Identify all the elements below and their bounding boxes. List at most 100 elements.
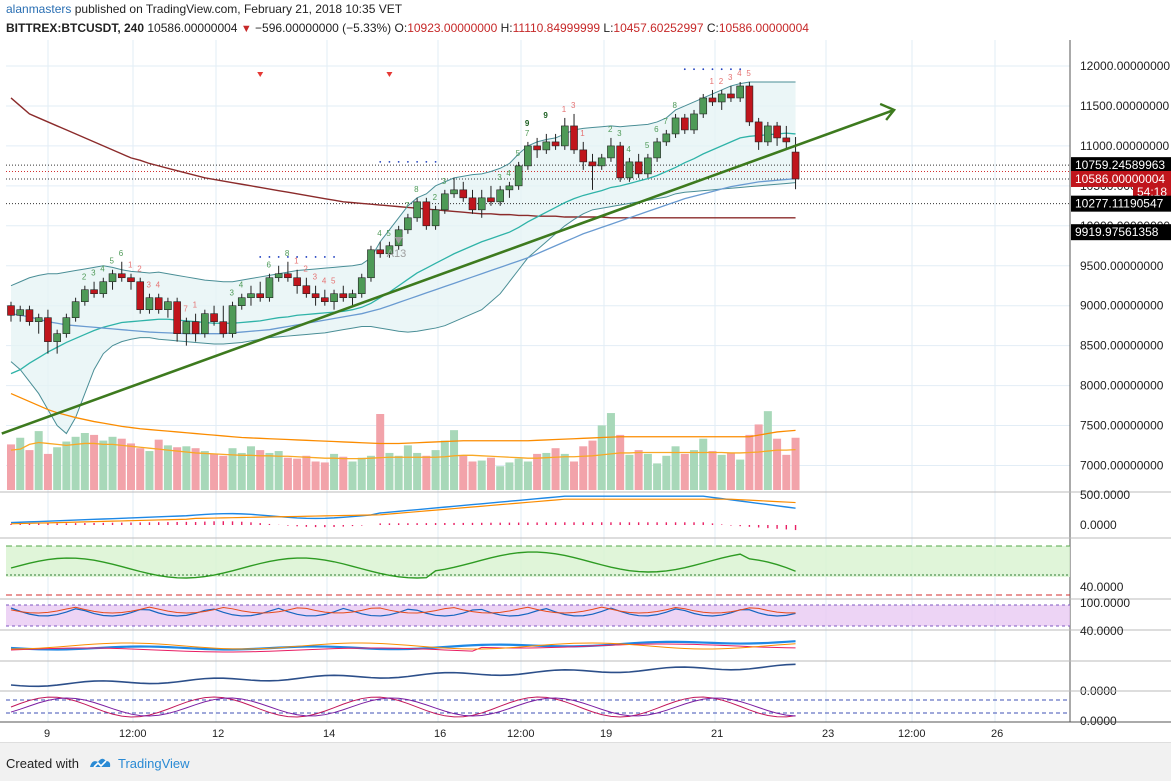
price-badge-label: 9919.97561358 — [1075, 225, 1159, 239]
candle-body — [524, 145, 532, 167]
td-count-down: 2 — [137, 265, 142, 274]
dmi-minus-line — [10, 643, 796, 653]
candle-body — [505, 185, 514, 191]
time-axis-tick: 19 — [600, 728, 612, 740]
price-axis-tick: 9000.00000000 — [1080, 299, 1164, 313]
candle-body — [754, 121, 763, 143]
volume-bar — [791, 437, 800, 490]
symbol-label: BITTREX:BTCUSDT, 240 — [6, 21, 145, 35]
candle-body — [791, 151, 800, 180]
candle-body — [634, 161, 643, 175]
author-link[interactable]: alanmasters — [6, 2, 72, 16]
volume-bar — [163, 445, 172, 490]
candle-body — [274, 273, 283, 279]
published-text: published on TradingView.com, February 2… — [74, 2, 403, 16]
change-value: −596.00000000 (−5.33%) — [255, 21, 392, 35]
td-count-up: 7 — [663, 117, 668, 126]
volume-bar — [699, 438, 708, 490]
close-value: 10586.00000004 — [718, 21, 809, 35]
candle-body — [311, 293, 320, 299]
td-resistance-dot — [379, 160, 382, 163]
candle-body — [367, 249, 375, 279]
candle-body — [330, 293, 338, 303]
sell-marker — [386, 72, 393, 77]
down-arrow-icon: ▼ — [240, 23, 252, 35]
volume-bar — [339, 456, 348, 490]
volume-bar — [274, 451, 283, 490]
volume-bar — [717, 454, 726, 490]
time-axis-tick: 12 — [212, 728, 224, 740]
candle-body — [597, 157, 606, 167]
candle-body — [62, 317, 71, 334]
volume-bar — [754, 424, 763, 490]
price-axis-tick: 7500.00000000 — [1080, 419, 1164, 433]
publish-info: alanmasters published on TradingView.com… — [6, 2, 402, 16]
candle-body — [570, 125, 578, 151]
volume-bar — [34, 431, 43, 490]
volume-bar — [90, 434, 99, 490]
volume-bar — [25, 450, 34, 490]
price-badge — [1071, 170, 1171, 187]
candle-body — [256, 293, 265, 299]
candle-body — [7, 305, 15, 316]
price-axis-tick: 11000.00000000 — [1080, 139, 1170, 153]
td-count-down: 1 — [709, 77, 714, 86]
candle-body — [154, 297, 163, 310]
volume-bar — [283, 457, 292, 490]
volume-bar — [745, 434, 754, 490]
created-with-text: Created with — [6, 756, 79, 771]
high-label: H: — [500, 21, 513, 35]
candle-body — [468, 197, 477, 211]
volume-bar — [782, 454, 791, 490]
td-count-up: 3 — [230, 289, 235, 298]
candle-body — [81, 289, 89, 303]
candle-body — [265, 277, 274, 299]
high-value: 11110.84999999 — [512, 21, 601, 35]
dmi-axis-tick: 40.0000 — [1080, 624, 1124, 638]
volume-bar — [477, 460, 486, 490]
candle-body — [736, 85, 744, 99]
td-count-up: 7 — [405, 201, 410, 210]
td-resistance-dot — [730, 68, 732, 71]
candle-body — [302, 285, 311, 295]
price-axis-tick: 9500.00000000 — [1080, 259, 1164, 273]
tradingview-brand[interactable]: TradingView — [118, 756, 190, 771]
td-resistance-dot — [314, 256, 317, 258]
osc-signal-line — [10, 697, 796, 717]
td-count-down: 1 — [294, 257, 299, 266]
macd-axis-tick: 0.0000 — [1080, 518, 1117, 532]
volume-bar — [237, 452, 246, 490]
macd-signal-line — [10, 498, 796, 525]
volume-bar — [542, 452, 551, 490]
volume-bar — [357, 457, 366, 490]
td-count-up: 5 — [386, 229, 391, 238]
candle-body — [579, 149, 588, 163]
time-axis-tick: 26 — [991, 728, 1003, 740]
candle-body — [662, 133, 671, 143]
candle-body — [690, 113, 698, 131]
td-resistance-dot — [397, 160, 400, 163]
td-count-up: 4 — [626, 145, 631, 154]
candle-body — [422, 201, 431, 227]
volume-bar — [459, 455, 468, 490]
td-count-up: 2 — [82, 273, 87, 282]
candle-body — [136, 281, 145, 310]
volume-bar — [53, 447, 62, 490]
candle-body — [441, 193, 449, 211]
td-resistance-dot — [268, 256, 271, 258]
candle-body — [182, 321, 191, 334]
price-axis-tick: 8500.00000000 — [1080, 339, 1164, 353]
candle-body — [514, 165, 523, 187]
indicator-line-bb_lower — [10, 182, 796, 435]
candle-body — [219, 321, 228, 334]
macd-line — [10, 495, 796, 524]
volume-bar — [348, 461, 357, 490]
td-count-up: 2 — [608, 125, 613, 134]
candle-body — [745, 85, 754, 123]
volume-bar — [533, 453, 542, 490]
td-resistance-dot — [388, 160, 391, 163]
candle-body — [450, 189, 458, 195]
price-badge-label: 10586.00000004 — [1075, 172, 1165, 186]
candle-body — [404, 217, 412, 231]
